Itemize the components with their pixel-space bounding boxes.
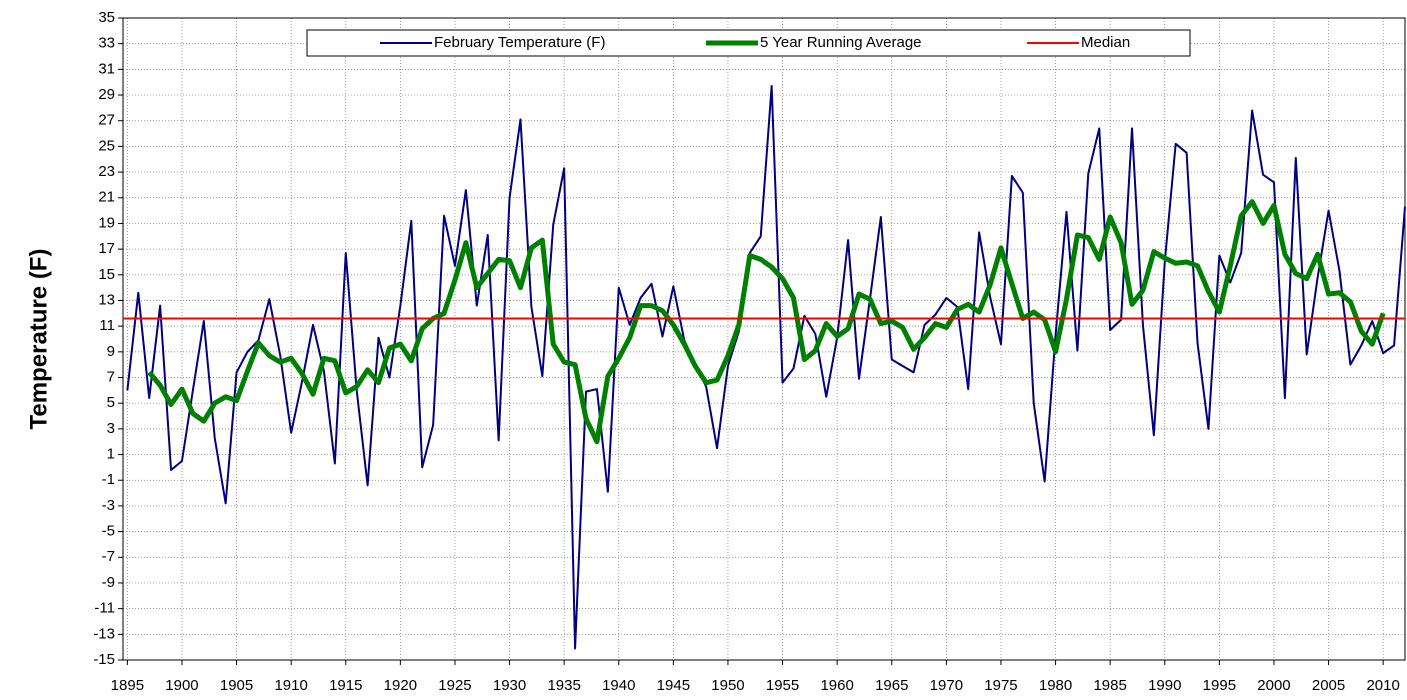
x-tick-label: 1985 — [1093, 677, 1126, 694]
y-tick-label: -7 — [102, 548, 115, 565]
x-tick-label: 1975 — [984, 677, 1017, 694]
y-tick-label: 35 — [98, 9, 115, 26]
y-tick-label: -15 — [93, 651, 115, 668]
y-tick-label: 33 — [98, 35, 115, 52]
legend-label: February Temperature (F) — [434, 34, 605, 51]
y-tick-label: 21 — [98, 189, 115, 206]
x-tick-label: 1945 — [657, 677, 690, 694]
y-tick-label: 7 — [107, 368, 115, 385]
y-tick-label: -3 — [102, 497, 115, 514]
y-tick-label: 25 — [98, 137, 115, 154]
y-tick-label: 3 — [107, 420, 115, 437]
x-tick-label: 1955 — [766, 677, 799, 694]
y-tick-label: -1 — [102, 471, 115, 488]
x-tick-label: 1930 — [493, 677, 526, 694]
x-tick-label: 1910 — [274, 677, 307, 694]
y-tick-label: -9 — [102, 574, 115, 591]
y-tick-label: 15 — [98, 266, 115, 283]
x-tick-label: 1990 — [1148, 677, 1181, 694]
x-tick-label: 1950 — [711, 677, 744, 694]
x-tick-label: 1940 — [602, 677, 635, 694]
legend: February Temperature (F) 5 Year Running A… — [306, 29, 1191, 57]
series-line — [147, 199, 1386, 445]
x-tick-label: 2010 — [1366, 677, 1399, 694]
x-tick-label: 1920 — [384, 677, 417, 694]
x-tick-label: 1895 — [111, 677, 144, 694]
series-line — [126, 85, 1406, 650]
y-tick-label: -11 — [94, 600, 115, 617]
x-tick-label: 1970 — [930, 677, 963, 694]
x-tick-label: 1935 — [547, 677, 580, 694]
plot-area — [123, 18, 1405, 660]
y-tick-label: 17 — [98, 240, 115, 257]
y-tick-label: 9 — [107, 343, 115, 360]
y-tick-label: 19 — [98, 214, 115, 231]
y-tick-label: 29 — [98, 86, 115, 103]
x-tick-label: 1960 — [820, 677, 853, 694]
y-tick-label: 23 — [98, 163, 115, 180]
x-tick-label: 1995 — [1203, 677, 1236, 694]
x-tick-label: 2000 — [1257, 677, 1290, 694]
y-tick-label: 27 — [98, 112, 115, 129]
y-tick-label: 11 — [99, 317, 115, 334]
x-tick-label: 1980 — [1039, 677, 1072, 694]
x-tick-label: 1900 — [165, 677, 198, 694]
x-tick-label: 1965 — [875, 677, 908, 694]
y-tick-label: -5 — [102, 523, 115, 540]
y-tick-label: 13 — [98, 291, 115, 308]
y-tick-label: 31 — [98, 60, 115, 77]
legend-label: Median — [1081, 34, 1130, 51]
y-tick-label: -13 — [93, 625, 115, 642]
plot-frame — [122, 17, 1406, 661]
y-tick-label: 1 — [107, 446, 115, 463]
x-tick-label: 1915 — [329, 677, 362, 694]
x-tick-label: 1925 — [438, 677, 471, 694]
x-tick-label: 1905 — [220, 677, 253, 694]
legend-label: 5 Year Running Average — [760, 34, 922, 51]
y-axis-label: Temperature (F) — [25, 249, 52, 430]
y-tick-label: 5 — [107, 394, 115, 411]
x-tick-label: 2005 — [1312, 677, 1345, 694]
